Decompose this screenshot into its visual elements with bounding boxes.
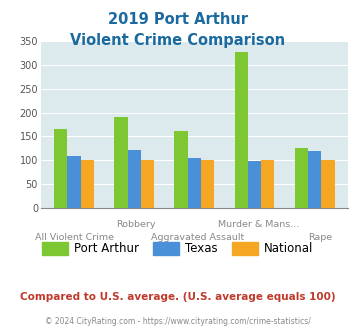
Text: Murder & Mans...: Murder & Mans... (218, 220, 300, 229)
Bar (67, 155, 81, 208)
Bar (261, 160, 274, 208)
Bar (188, 158, 201, 208)
Bar (295, 148, 308, 208)
Text: 2019 Port Arthur: 2019 Port Arthur (108, 12, 247, 26)
Bar (321, 160, 335, 208)
Text: Compared to U.S. average. (U.S. average equals 100): Compared to U.S. average. (U.S. average … (20, 292, 335, 302)
Bar (248, 161, 261, 208)
Legend: Port Arthur, Texas, National: Port Arthur, Texas, National (37, 237, 318, 260)
Text: © 2024 CityRating.com - https://www.cityrating.com/crime-statistics/: © 2024 CityRating.com - https://www.city… (45, 317, 310, 326)
Bar (308, 151, 321, 208)
Bar (114, 117, 127, 208)
Bar (201, 160, 214, 208)
Text: Robbery: Robbery (116, 220, 156, 229)
Text: Aggravated Assault: Aggravated Assault (151, 233, 244, 242)
Bar (235, 52, 248, 208)
Bar (141, 160, 154, 208)
Bar (127, 150, 141, 208)
Text: Rape: Rape (308, 233, 332, 242)
Text: Violent Crime Comparison: Violent Crime Comparison (70, 33, 285, 48)
Text: All Violent Crime: All Violent Crime (35, 233, 114, 242)
Bar (81, 160, 94, 208)
Bar (175, 131, 188, 208)
Bar (54, 129, 67, 208)
